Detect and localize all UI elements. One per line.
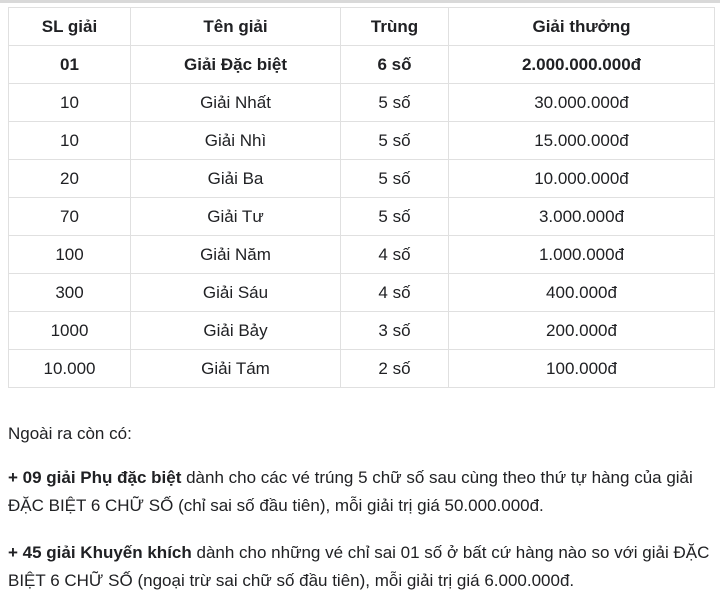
note-paragraph: + 45 giải Khuyến khích dành cho những vé…	[8, 539, 710, 595]
table-cell: Giải Năm	[130, 235, 341, 274]
table-cell: 200.000đ	[448, 311, 715, 350]
table-cell: 2.000.000.000đ	[448, 45, 715, 84]
table-cell: 10.000.000đ	[448, 159, 715, 198]
table-row: 100 Giải Năm 4 số 1.000.000đ	[8, 235, 715, 274]
note-bold-lead: + 09 giải Phụ đặc biệt	[8, 468, 182, 487]
note-bold-lead: + 45 giải Khuyến khích	[8, 543, 192, 562]
table-cell: 10	[8, 121, 131, 160]
table-cell: Giải Ba	[130, 159, 341, 198]
table-cell: 100	[8, 235, 131, 274]
table-row: 300 Giải Sáu 4 số 400.000đ	[8, 273, 715, 312]
table-cell: Giải Bảy	[130, 311, 341, 350]
table-cell: Giải Đặc biệt	[130, 45, 341, 84]
top-strip	[0, 0, 720, 3]
table-cell: Giải Tám	[130, 349, 341, 388]
table-cell: 6 số	[340, 45, 449, 84]
note-text: dành cho những vé chỉ sai 01 số ở bất cứ…	[8, 543, 710, 590]
table-cell: 5 số	[340, 83, 449, 122]
table-row: 20 Giải Ba 5 số 10.000.000đ	[8, 159, 715, 198]
table-cell: 10.000	[8, 349, 131, 388]
notes-section: Ngoài ra còn có: + 09 giải Phụ đặc biệt …	[8, 423, 710, 595]
table-cell: 15.000.000đ	[448, 121, 715, 160]
table-cell: 100.000đ	[448, 349, 715, 388]
table-cell: 1000	[8, 311, 131, 350]
prize-table: SL giải Tên giải Trùng Giải thưởng 01 Giả…	[8, 7, 715, 388]
table-cell: 5 số	[340, 159, 449, 198]
table-cell: 01	[8, 45, 131, 84]
note-paragraph: + 09 giải Phụ đặc biệt dành cho các vé t…	[8, 464, 710, 520]
table-cell: 4 số	[340, 235, 449, 274]
table-cell: 3.000.000đ	[448, 197, 715, 236]
note-text: dành cho các vé trúng 5 chữ số sau cùng …	[8, 468, 693, 515]
table-cell: Giải Nhất	[130, 83, 341, 122]
table-header-row: SL giải Tên giải Trùng Giải thưởng	[8, 7, 715, 46]
table-cell: Giải Tư	[130, 197, 341, 236]
table-row: 10.000 Giải Tám 2 số 100.000đ	[8, 349, 715, 388]
table-cell: 400.000đ	[448, 273, 715, 312]
table-row: 01 Giải Đặc biệt 6 số 2.000.000.000đ	[8, 45, 715, 84]
header-ten-giai: Tên giải	[130, 7, 341, 46]
table-cell: 20	[8, 159, 131, 198]
notes-intro: Ngoài ra còn có:	[8, 424, 132, 443]
table-cell: 70	[8, 197, 131, 236]
table-cell: 4 số	[340, 273, 449, 312]
table-cell: Giải Nhì	[130, 121, 341, 160]
table-cell: 5 số	[340, 197, 449, 236]
table-cell: 5 số	[340, 121, 449, 160]
table-row: 1000 Giải Bảy 3 số 200.000đ	[8, 311, 715, 350]
table-cell: 10	[8, 83, 131, 122]
table-row: 10 Giải Nhì 5 số 15.000.000đ	[8, 121, 715, 160]
table-cell: 1.000.000đ	[448, 235, 715, 274]
table-row: 10 Giải Nhất 5 số 30.000.000đ	[8, 83, 715, 122]
table-cell: 300	[8, 273, 131, 312]
table-cell: 2 số	[340, 349, 449, 388]
header-giai-thuong: Giải thưởng	[448, 7, 715, 46]
header-trung: Trùng	[340, 7, 449, 46]
table-cell: Giải Sáu	[130, 273, 341, 312]
table-row: 70 Giải Tư 5 số 3.000.000đ	[8, 197, 715, 236]
header-sl-giai: SL giải	[8, 7, 131, 46]
table-cell: 3 số	[340, 311, 449, 350]
table-cell: 30.000.000đ	[448, 83, 715, 122]
